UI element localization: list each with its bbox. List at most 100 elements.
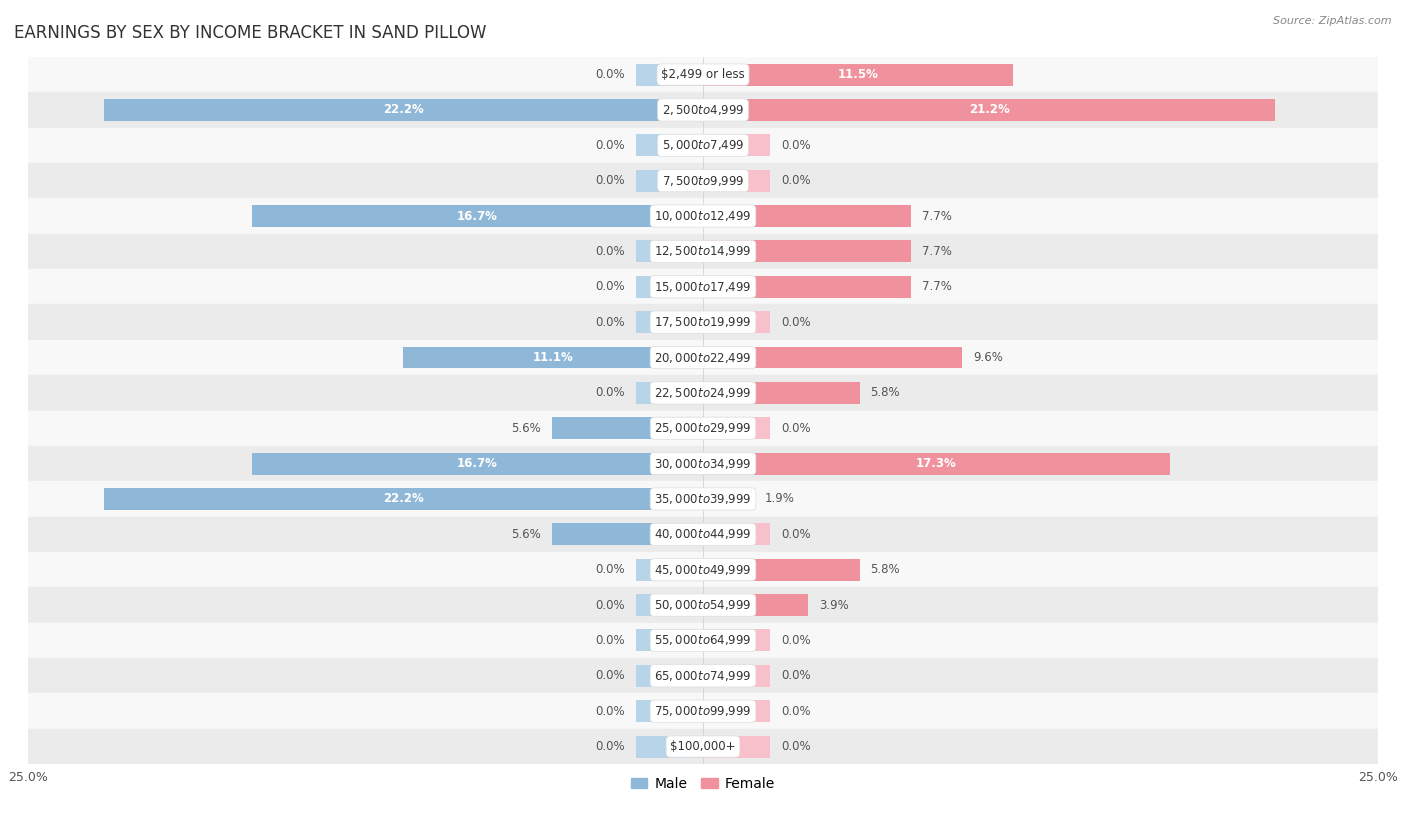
Bar (252, 453, 703, 475)
Bar (28, 729, 1378, 764)
Text: 0.0%: 0.0% (782, 669, 811, 682)
Text: 0.0%: 0.0% (595, 705, 624, 718)
Bar (636, 382, 703, 404)
Bar (703, 700, 770, 722)
Bar (636, 665, 703, 687)
Text: $15,000 to $17,499: $15,000 to $17,499 (654, 280, 752, 293)
Text: 0.0%: 0.0% (595, 563, 624, 576)
Bar (703, 665, 770, 687)
Text: $7,500 to $9,999: $7,500 to $9,999 (662, 174, 744, 188)
Text: $2,499 or less: $2,499 or less (661, 68, 745, 81)
Text: 11.1%: 11.1% (533, 351, 574, 364)
Text: 5.8%: 5.8% (870, 386, 900, 399)
Bar (636, 700, 703, 722)
Bar (703, 63, 1014, 85)
Bar (28, 659, 1378, 693)
Text: $22,500 to $24,999: $22,500 to $24,999 (654, 386, 752, 400)
Bar (636, 559, 703, 580)
Text: $30,000 to $34,999: $30,000 to $34,999 (654, 457, 752, 471)
Text: 5.6%: 5.6% (512, 422, 541, 435)
Bar (636, 276, 703, 298)
Text: 7.7%: 7.7% (922, 245, 952, 258)
Text: $40,000 to $44,999: $40,000 to $44,999 (654, 528, 752, 541)
Bar (703, 594, 808, 616)
Bar (636, 311, 703, 333)
Text: $35,000 to $39,999: $35,000 to $39,999 (654, 492, 752, 506)
Bar (636, 134, 703, 156)
Text: $12,500 to $14,999: $12,500 to $14,999 (654, 245, 752, 259)
Bar (404, 346, 703, 368)
Text: 0.0%: 0.0% (782, 139, 811, 152)
Text: 17.3%: 17.3% (917, 457, 957, 470)
Text: 21.2%: 21.2% (969, 103, 1010, 116)
Bar (28, 57, 1378, 92)
Bar (28, 163, 1378, 198)
Bar (28, 552, 1378, 587)
Text: 22.2%: 22.2% (382, 493, 423, 506)
Bar (28, 517, 1378, 552)
Bar (104, 99, 703, 121)
Bar (703, 276, 911, 298)
Bar (703, 559, 859, 580)
Text: 0.0%: 0.0% (595, 139, 624, 152)
Bar (636, 736, 703, 758)
Text: 0.0%: 0.0% (782, 422, 811, 435)
Bar (28, 446, 1378, 481)
Bar (703, 241, 911, 263)
Text: $55,000 to $64,999: $55,000 to $64,999 (654, 633, 752, 647)
Bar (28, 693, 1378, 729)
Text: 0.0%: 0.0% (595, 669, 624, 682)
Legend: Male, Female: Male, Female (626, 771, 780, 796)
Text: 0.0%: 0.0% (782, 634, 811, 647)
Bar (636, 241, 703, 263)
Bar (551, 417, 703, 439)
Text: EARNINGS BY SEX BY INCOME BRACKET IN SAND PILLOW: EARNINGS BY SEX BY INCOME BRACKET IN SAN… (14, 24, 486, 42)
Bar (28, 340, 1378, 375)
Bar (636, 170, 703, 192)
Text: 0.0%: 0.0% (595, 245, 624, 258)
Text: 0.0%: 0.0% (595, 174, 624, 187)
Bar (703, 382, 859, 404)
Bar (703, 524, 770, 546)
Bar (28, 92, 1378, 128)
Text: $10,000 to $12,499: $10,000 to $12,499 (654, 209, 752, 223)
Text: 11.5%: 11.5% (838, 68, 879, 81)
Text: 0.0%: 0.0% (595, 280, 624, 293)
Bar (703, 346, 962, 368)
Text: 3.9%: 3.9% (820, 598, 849, 611)
Text: $25,000 to $29,999: $25,000 to $29,999 (654, 421, 752, 435)
Text: 0.0%: 0.0% (782, 705, 811, 718)
Bar (703, 170, 770, 192)
Text: 0.0%: 0.0% (782, 740, 811, 753)
Text: 16.7%: 16.7% (457, 457, 498, 470)
Bar (703, 311, 770, 333)
Text: $50,000 to $54,999: $50,000 to $54,999 (654, 598, 752, 612)
Text: $2,500 to $4,999: $2,500 to $4,999 (662, 103, 744, 117)
Text: $65,000 to $74,999: $65,000 to $74,999 (654, 669, 752, 683)
Bar (28, 481, 1378, 517)
Text: $17,500 to $19,999: $17,500 to $19,999 (654, 315, 752, 329)
Bar (703, 488, 754, 510)
Text: 0.0%: 0.0% (595, 634, 624, 647)
Bar (28, 233, 1378, 269)
Text: 1.9%: 1.9% (765, 493, 794, 506)
Bar (703, 134, 770, 156)
Text: 0.0%: 0.0% (595, 386, 624, 399)
Text: 16.7%: 16.7% (457, 210, 498, 223)
Bar (28, 269, 1378, 304)
Text: 0.0%: 0.0% (782, 315, 811, 328)
Text: 0.0%: 0.0% (782, 528, 811, 541)
Bar (28, 375, 1378, 411)
Bar (703, 736, 770, 758)
Text: 7.7%: 7.7% (922, 210, 952, 223)
Text: Source: ZipAtlas.com: Source: ZipAtlas.com (1274, 16, 1392, 26)
Bar (703, 629, 770, 651)
Bar (28, 198, 1378, 233)
Text: 0.0%: 0.0% (595, 315, 624, 328)
Bar (703, 205, 911, 227)
Bar (104, 488, 703, 510)
Text: 0.0%: 0.0% (595, 68, 624, 81)
Bar (28, 623, 1378, 658)
Bar (28, 304, 1378, 340)
Text: 9.6%: 9.6% (973, 351, 1002, 364)
